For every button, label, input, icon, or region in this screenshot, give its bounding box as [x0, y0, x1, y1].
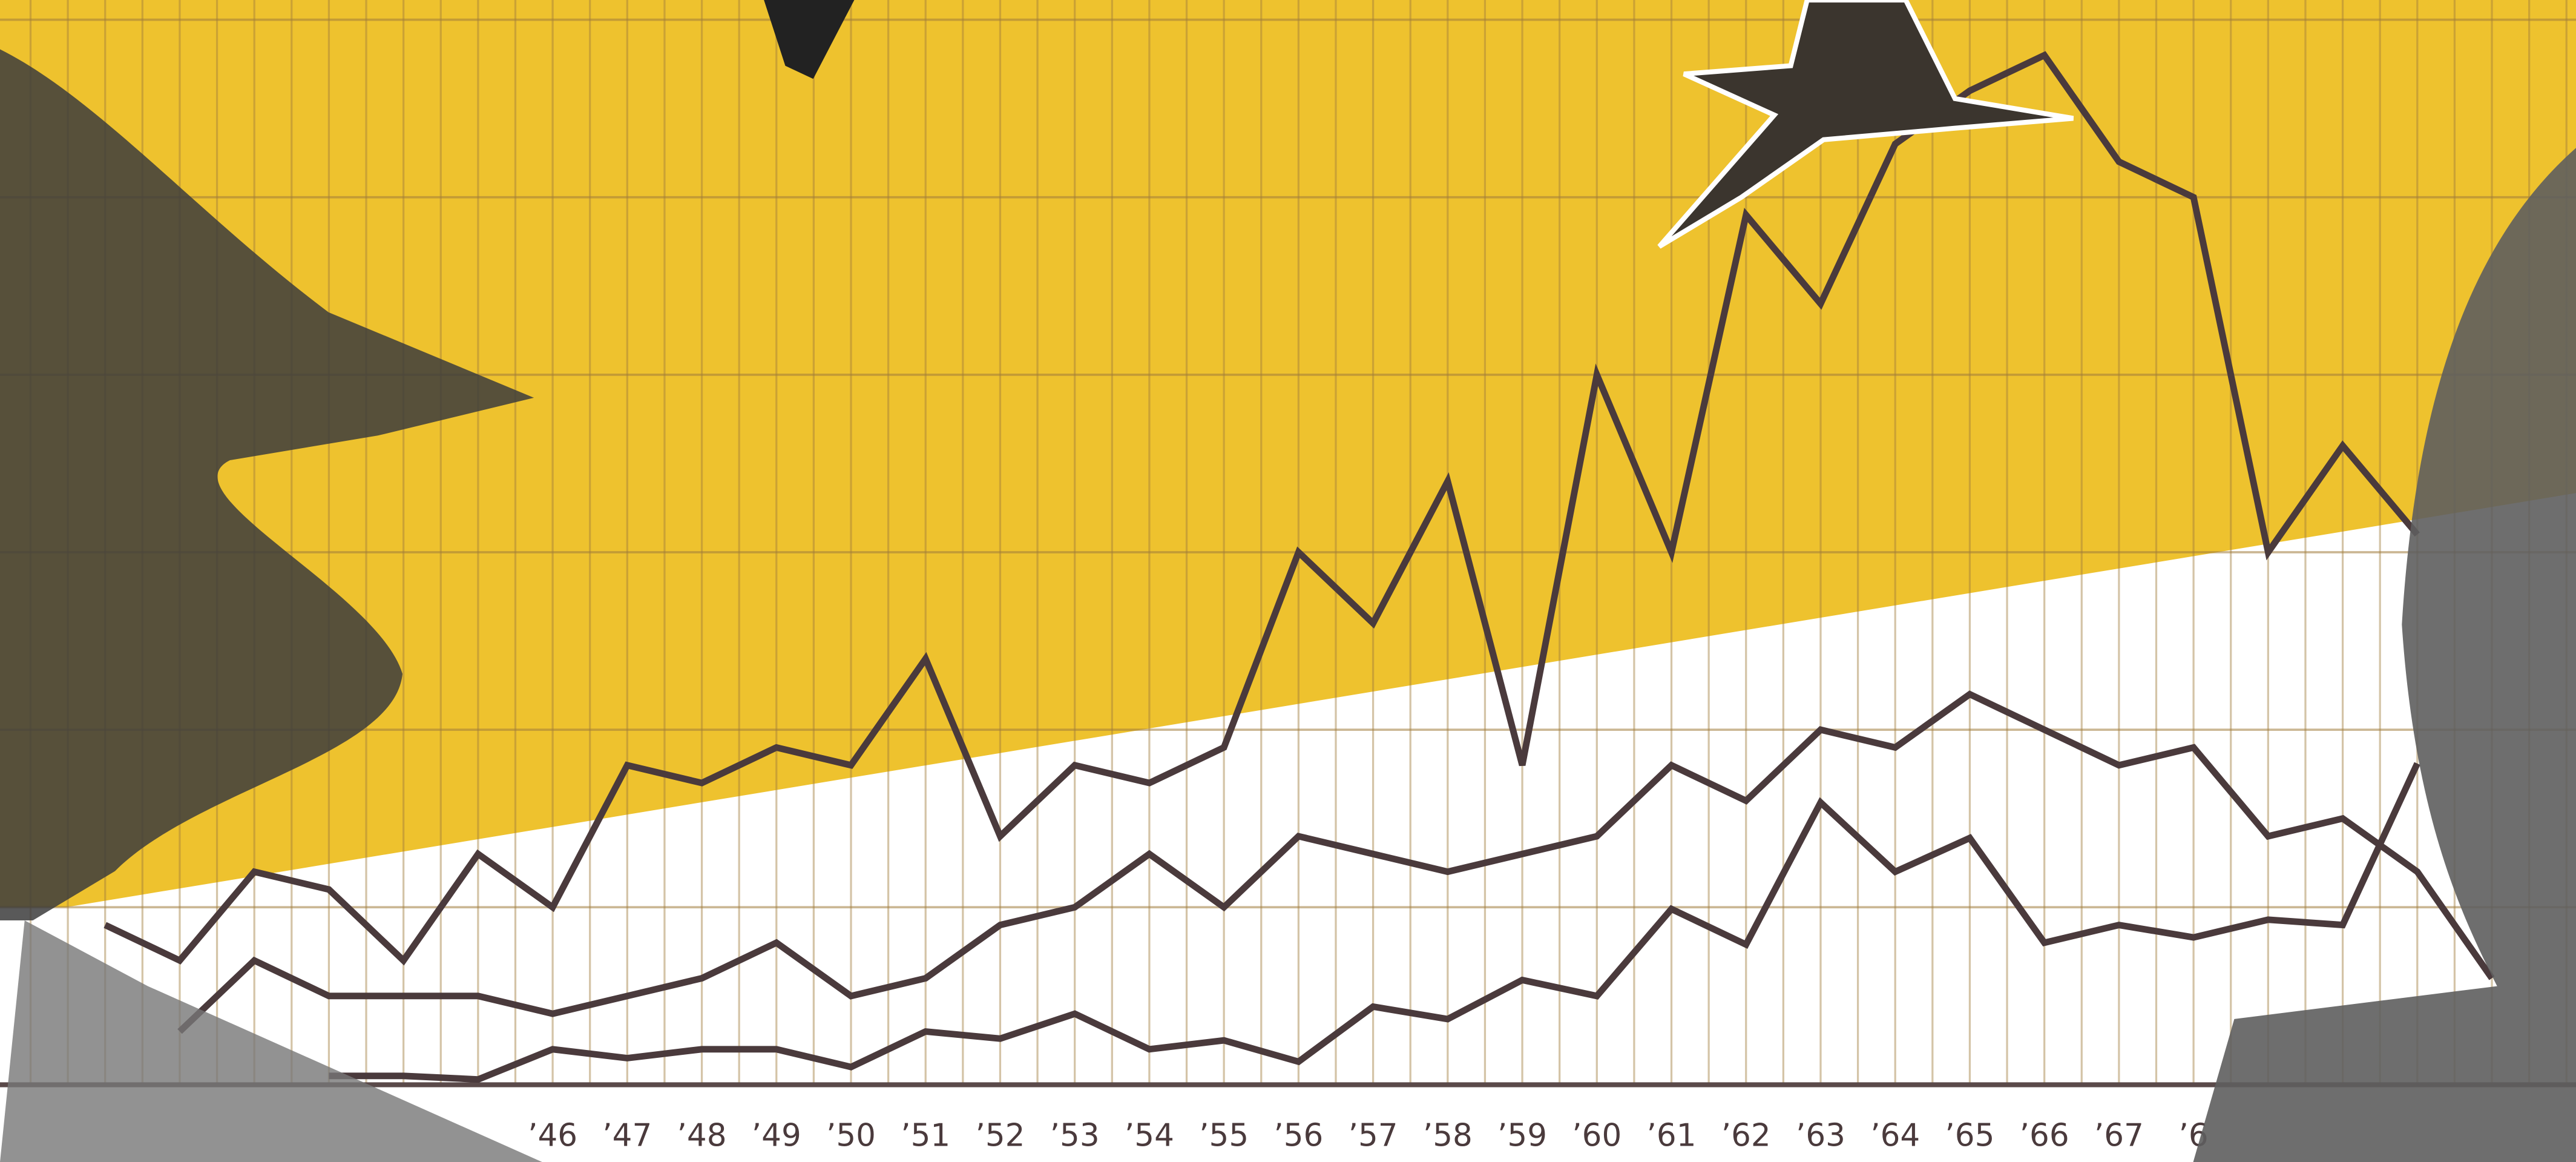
mountain-collage [0, 49, 534, 920]
data-line [329, 762, 2420, 1083]
x-tick-label: ’49 [752, 1117, 801, 1154]
x-axis: ’46 ’47 ’48 ’49 ’50 ’51 ’52 ’53 ’54 ’55 ’56 ’57 ’58 ’… [528, 1117, 2209, 1154]
x-tick-label: ’52 [975, 1117, 1025, 1154]
horizontal-grid [0, 18, 2576, 1088]
goose [1657, 0, 2074, 249]
x-tick-label: ’51 [901, 1117, 950, 1154]
plot [104, 51, 2495, 1083]
x-tick-label: ’53 [1050, 1117, 1100, 1154]
x-tick-label: ’58 [1423, 1117, 1473, 1154]
x-tick-label: ’62 [1721, 1117, 1771, 1154]
x-tick-label: ’61 [1647, 1117, 1697, 1154]
x-tick-label: ’67 [2094, 1117, 2144, 1154]
x-tick-label: ’48 [677, 1117, 727, 1154]
data-line [177, 690, 2495, 1034]
x-tick-label: ’64 [1870, 1117, 1920, 1154]
person-collage [2193, 148, 2576, 1162]
x-tick-label: ’56 [1273, 1117, 1323, 1154]
x-tick-label: ’50 [826, 1117, 876, 1154]
bird-wing [764, 0, 855, 79]
data-line [104, 51, 2420, 966]
x-tick-label: ’57 [1349, 1117, 1398, 1154]
x-tick-label: ’65 [1945, 1117, 1994, 1154]
x-tick-label: ’54 [1125, 1117, 1174, 1154]
x-tick-label: ’47 [602, 1117, 652, 1154]
x-tick-label: ’46 [528, 1117, 577, 1154]
road-collage [0, 920, 542, 1162]
x-tick-label: ’66 [2020, 1117, 2069, 1154]
x-tick-label: ’55 [1199, 1117, 1249, 1154]
x-tick-label: ’63 [1796, 1117, 1845, 1154]
x-tick-label: ’60 [1572, 1117, 1622, 1154]
x-tick-label: ’59 [1497, 1117, 1547, 1154]
